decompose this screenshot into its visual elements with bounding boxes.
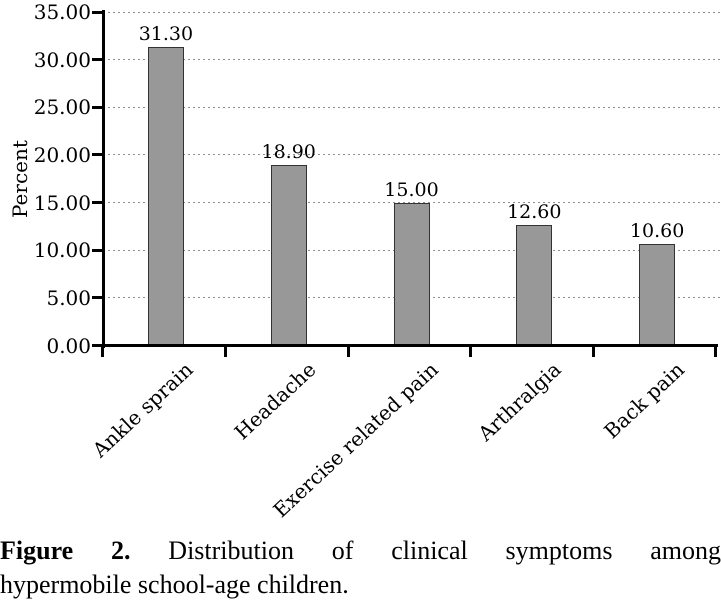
bar-value-label: 10.60 (629, 220, 685, 243)
y-tick-label: 30.00 (33, 47, 91, 72)
y-tick (92, 344, 103, 347)
bar-value-label: 15.00 (384, 178, 439, 201)
y-tick (92, 10, 103, 14)
bar (147, 47, 184, 345)
category-label: Ankle sprain (87, 357, 198, 463)
gridline (102, 11, 721, 13)
caption-line-2: hypermobile school-age children. (0, 570, 349, 599)
x-tick (592, 344, 596, 357)
y-tick-label: 20.00 (33, 142, 91, 167)
x-tick (469, 344, 473, 357)
y-tick-label: 5.00 (46, 285, 91, 310)
bar-chart: Percent 0.00 5.00 10.00 15.00 20.00 25.00 30.0… (8, 0, 721, 522)
y-axis-line (102, 10, 105, 348)
y-tick (92, 248, 103, 252)
y-tick (92, 58, 103, 62)
figure-caption: Figure 2. Distribution of clinical sympt… (0, 534, 721, 600)
bar-value-label: 18.90 (261, 141, 316, 164)
bar (270, 165, 307, 345)
x-axis-line (102, 344, 718, 347)
category-label: Back pain (599, 357, 689, 444)
gridline (102, 59, 721, 61)
category-label: Headache (229, 357, 321, 445)
category-label: Arthralgia (473, 357, 566, 446)
bar (639, 244, 676, 345)
gridline (102, 106, 721, 108)
y-tick (92, 201, 103, 205)
x-tick (346, 344, 350, 357)
y-tick (92, 153, 103, 157)
y-tick-label: 25.00 (33, 95, 91, 120)
bar (393, 202, 430, 345)
y-tick (92, 296, 103, 300)
y-tick (92, 105, 103, 109)
gridline (102, 154, 721, 156)
caption-text: Distribution of clinical symptoms among (168, 536, 721, 565)
x-tick (713, 344, 717, 357)
caption-figure-label: Figure 2. (0, 536, 131, 565)
y-tick-label: 35.00 (33, 0, 91, 24)
y-tick-label: 0.00 (46, 333, 91, 358)
y-tick-label: 15.00 (33, 190, 91, 215)
caption-line-1: Figure 2. Distribution of clinical sympt… (0, 534, 721, 568)
x-tick (223, 344, 227, 357)
y-tick-label: 10.00 (33, 238, 91, 263)
bar-value-label: 31.30 (138, 23, 194, 46)
x-tick (101, 344, 104, 357)
bar-value-label: 12.60 (507, 201, 562, 224)
bar (516, 225, 553, 345)
